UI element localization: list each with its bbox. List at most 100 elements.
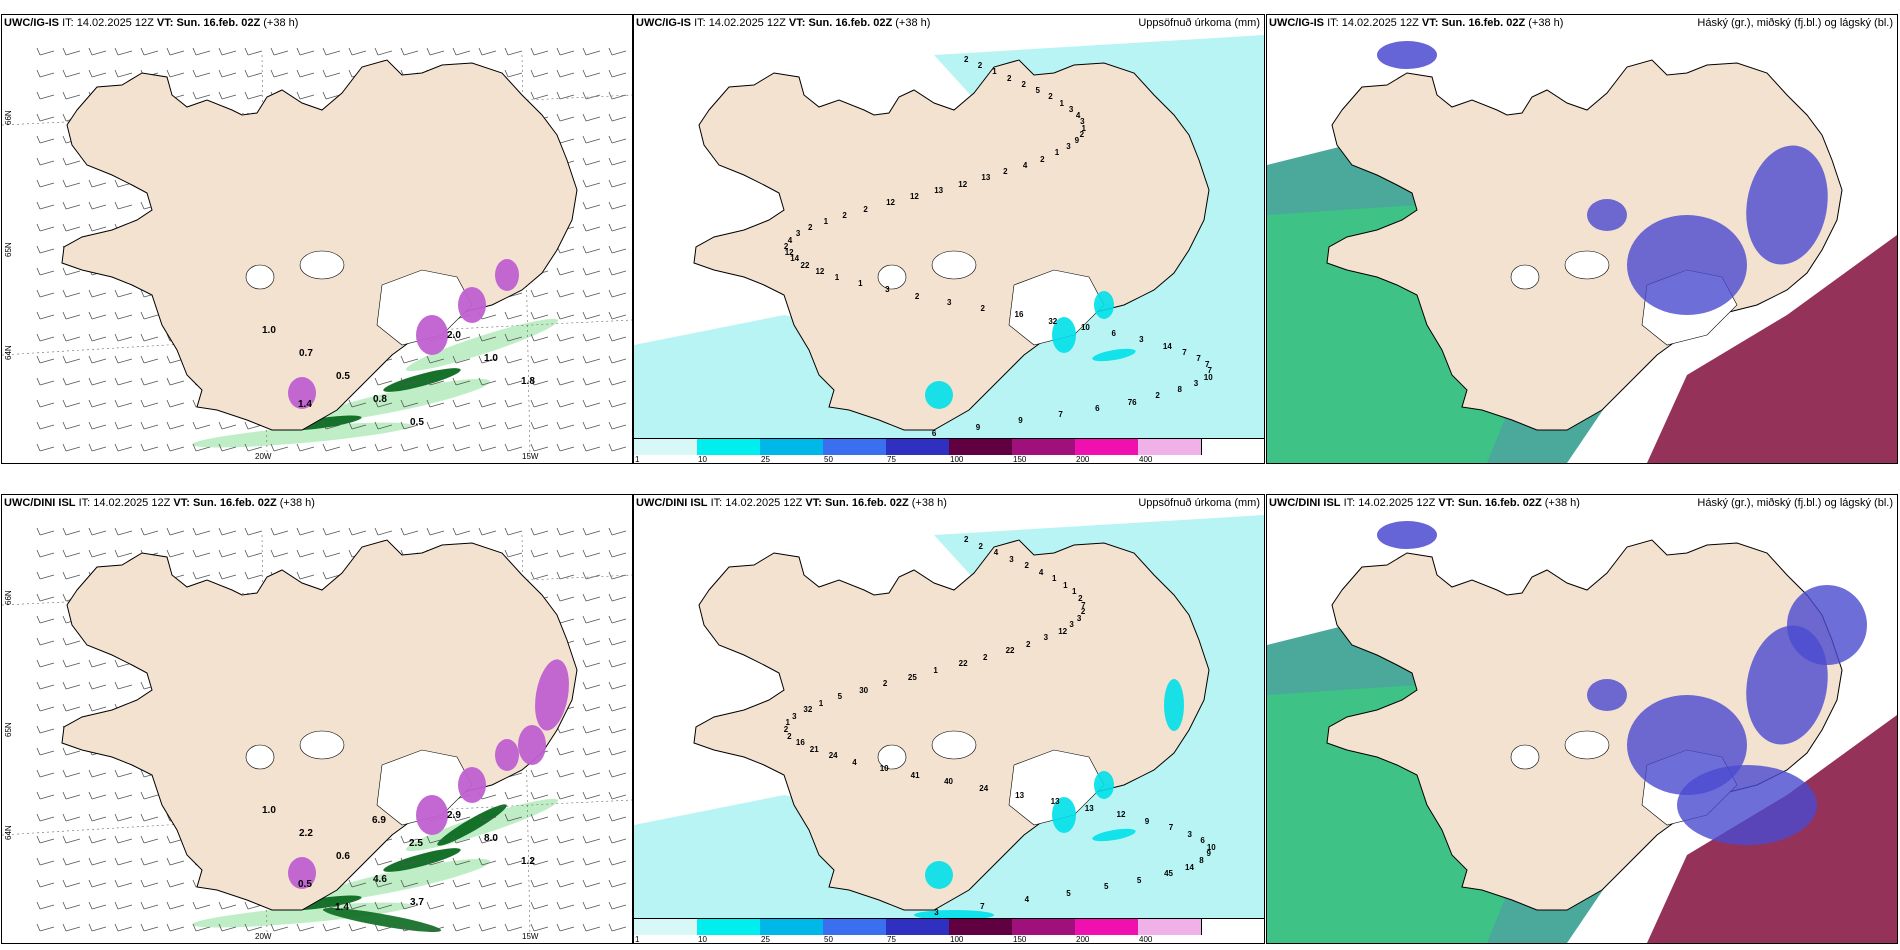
wind-barb [374, 527, 393, 536]
precip-value-label: 13 [1084, 803, 1094, 813]
wind-barb [400, 835, 419, 844]
precip-value-label: 12 [815, 266, 825, 276]
precip-mid-fields [914, 679, 1184, 920]
wind-barb [400, 527, 419, 536]
wind-barb [452, 443, 471, 452]
wind-barb [608, 223, 627, 232]
wind-barb [608, 289, 627, 298]
precip-value-label: 14 [790, 254, 800, 264]
purple-cell [518, 725, 546, 765]
colorbar-swatch [634, 439, 698, 455]
map-panel-igis-wind[interactable]: UWC/IG-IS IT: 14.02.2025 12Z VT: Sun. 16… [1, 14, 633, 464]
map-panel-dini-precip[interactable]: UWC/DINI ISL IT: 14.02.2025 12Z VT: Sun.… [633, 494, 1265, 944]
wind-barb [140, 791, 159, 800]
wind-barb [452, 527, 471, 536]
wind-barb [36, 245, 55, 254]
wind-barb [504, 901, 523, 910]
glacier-langjokull [931, 730, 977, 760]
wind-barb [322, 421, 341, 430]
wind-barb [608, 135, 627, 144]
wind-barb [374, 901, 393, 910]
precip-value-label: 1 [933, 666, 938, 676]
wind-barb [36, 267, 55, 276]
lat-label-65n: 65N [4, 242, 13, 257]
wind-barb [452, 813, 471, 822]
precip-value-label: 1 [834, 273, 840, 283]
cloud-cell [1587, 199, 1627, 231]
map-panel-igis-precip[interactable]: UWC/IG-IS IT: 14.02.2025 12Z VT: Sun. 16… [633, 14, 1265, 464]
wind-barb [244, 549, 263, 558]
glacier-hofsjokull [1510, 264, 1540, 290]
wind-barb [400, 443, 419, 452]
colorbar-swatch [634, 919, 698, 935]
wind-barb [348, 527, 367, 536]
colorbar-label: 100 [950, 455, 964, 464]
lon-label-15w: 15W [522, 452, 539, 461]
precip-value-label: 2 [882, 679, 888, 689]
wind-barb [608, 857, 627, 866]
precip-cell [1092, 348, 1136, 362]
precip-value-label: 3 [792, 711, 797, 721]
glacier-langjokull [931, 250, 977, 280]
wind-barb [556, 901, 575, 910]
cloud-cell [1377, 41, 1437, 69]
colorbar-swatch [1012, 439, 1076, 455]
map-panel-igis-cloud[interactable]: UWC/IG-IS IT: 14.02.2025 12Z VT: Sun. 16… [1266, 14, 1898, 464]
lat-label-65n: 65N [4, 722, 13, 737]
wind-barb [582, 769, 601, 778]
wind-barb [114, 47, 133, 56]
precip-value-label: 3 [1043, 633, 1049, 643]
precip-value-label: 5 [1136, 875, 1142, 885]
wind-barb [62, 681, 81, 690]
contour-value-label: 0.7 [299, 348, 313, 359]
lon-label-15w: 15W [522, 932, 539, 941]
precip-cell [1052, 317, 1076, 353]
wind-barb [582, 791, 601, 800]
wind-barb [192, 923, 211, 932]
wind-barb [478, 399, 497, 408]
wind-barb [62, 747, 81, 756]
cloud-map [1267, 495, 1897, 943]
map-panel-dini-cloud[interactable]: UWC/DINI ISL IT: 14.02.2025 12Z VT: Sun.… [1266, 494, 1898, 944]
wind-barb [426, 399, 445, 408]
wind-barb [608, 747, 627, 756]
contour-value-label: 6.9 [372, 815, 386, 826]
colorbar-swatch [697, 919, 761, 935]
colorbar-label: 150 [1013, 935, 1027, 944]
wind-barb [140, 527, 159, 536]
wind-barb [62, 223, 81, 232]
green-band [313, 378, 491, 422]
wind-barb [322, 901, 341, 910]
precip-value-label: 22 [1005, 646, 1015, 656]
colorbar-label: 75 [887, 455, 896, 464]
high-cloud-area [1647, 235, 1897, 463]
wind-barb [400, 879, 419, 888]
wind-barb [36, 813, 55, 822]
wind-barb [478, 443, 497, 452]
wind-barb [114, 377, 133, 386]
wind-barb [166, 47, 185, 56]
wind-barb [608, 377, 627, 386]
precip-value-label: 6 [1200, 836, 1205, 846]
wind-barb [296, 527, 315, 536]
wind-barb [608, 549, 627, 558]
glacier-langjokull [1564, 250, 1610, 280]
wind-barb [582, 615, 601, 624]
precip-value-label: 14 [1162, 341, 1172, 351]
wind-barb [88, 813, 107, 822]
precip-value-label: 12 [909, 192, 919, 202]
wind-barb [400, 857, 419, 866]
map-panel-dini-wind[interactable]: UWC/DINI ISL IT: 14.02.2025 12Z VT: Sun.… [1, 494, 633, 944]
wind-barb [192, 91, 211, 100]
green-core [383, 848, 461, 872]
wind-barb [36, 91, 55, 100]
precip-value-label: 8 [1199, 856, 1204, 866]
wind-barb [400, 47, 419, 56]
cloud-map [1267, 15, 1897, 463]
glacier-hofsjokull [877, 744, 907, 770]
wind-barb [140, 399, 159, 408]
wind-barb [504, 421, 523, 430]
wind-barb [36, 659, 55, 668]
wind-barb [114, 201, 133, 210]
wind-barb [374, 399, 393, 408]
